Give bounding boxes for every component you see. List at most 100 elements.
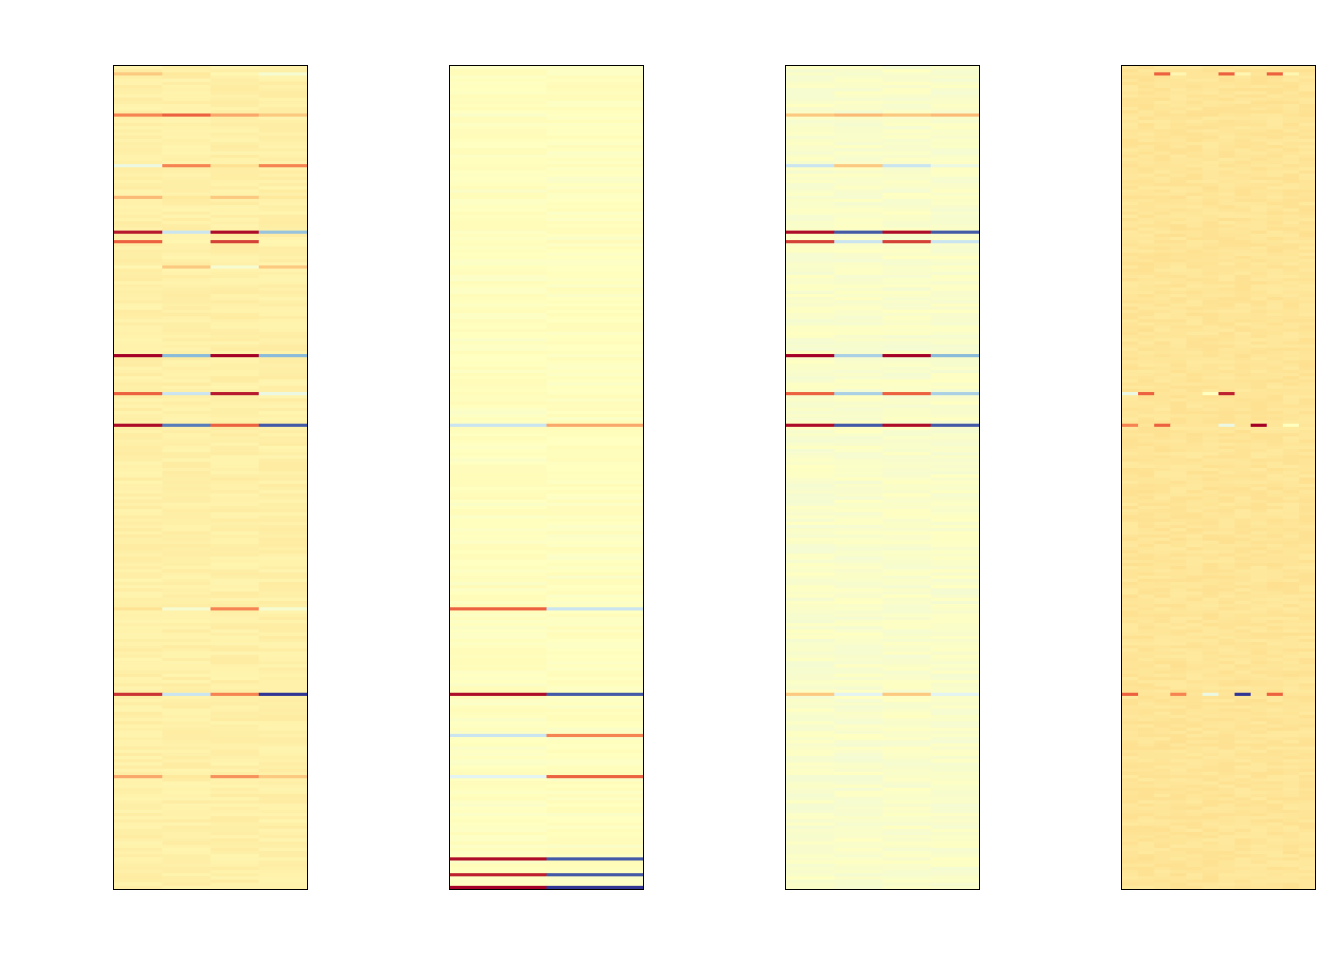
- heatmap-3-cell: [834, 461, 883, 466]
- heatmap-3-cell: [834, 683, 883, 687]
- heatmap-1-cell: [114, 657, 163, 662]
- heatmap-4-cell: [1202, 97, 1219, 102]
- heatmap-2-cell: [450, 69, 547, 73]
- heatmap-3-cell: [786, 566, 835, 570]
- heatmap-4-cell: [1186, 607, 1203, 611]
- heatmap-3-cell: [882, 271, 932, 276]
- heatmap-1-cell: [162, 309, 211, 314]
- heatmap-1-cell: [258, 132, 307, 137]
- heatmap-1-cell: [210, 733, 260, 738]
- heatmap-4-cell: [1122, 392, 1139, 396]
- heatmap-1-cell: [162, 243, 211, 247]
- heatmap-4-cell: [1298, 186, 1315, 190]
- heatmap-3-cell: [882, 543, 932, 548]
- heatmap-4-cell: [1218, 97, 1235, 102]
- heatmap-4-cell: [1138, 626, 1155, 630]
- heatmap-1-cell: [114, 414, 163, 418]
- heatmap-3-cell: [834, 297, 883, 301]
- heatmap-3-cell: [930, 373, 979, 377]
- heatmap-4-cell: [1298, 69, 1315, 73]
- heatmap-4-cell: [1234, 344, 1252, 349]
- heatmap-4-cell: [1186, 186, 1203, 190]
- heatmap-3-cell: [786, 312, 835, 317]
- heatmap-4-cell: [1186, 335, 1203, 339]
- heatmap-2-cell: [450, 626, 547, 630]
- heatmap-4-cell: [1250, 376, 1268, 380]
- heatmap-2-cell: [450, 392, 547, 396]
- heatmap-1-cell: [114, 714, 163, 719]
- heatmap-4-cell: [1218, 373, 1235, 377]
- heatmap-1-cell: [258, 664, 307, 668]
- heatmap-4-cell: [1298, 531, 1315, 535]
- heatmap-1-cell: [162, 879, 211, 884]
- heatmap-4-cell: [1234, 505, 1252, 510]
- heatmap-4-cell: [1154, 683, 1171, 687]
- heatmap-4-cell: [1202, 477, 1219, 482]
- heatmap-2-cell: [450, 642, 547, 646]
- heatmap-4-cell: [1266, 395, 1284, 399]
- heatmap-3-cell: [930, 809, 979, 814]
- heatmap-3-cell: [834, 477, 883, 482]
- heatmap-1-cell: [162, 607, 211, 611]
- heatmap-3-cell: [882, 442, 932, 447]
- heatmap-1-cell: [114, 173, 163, 178]
- heatmap-3-cell: [834, 354, 883, 358]
- heatmap-4-cell: [1122, 107, 1139, 111]
- heatmap-3-cell: [834, 597, 883, 602]
- heatmap-1-cell: [258, 835, 307, 839]
- heatmap-3-cell: [930, 585, 979, 589]
- heatmap-4-cell: [1170, 581, 1187, 586]
- heatmap-3-cell: [930, 566, 979, 570]
- heatmap-4-cell: [1282, 278, 1300, 282]
- heatmap-2-cell: [450, 477, 547, 482]
- heatmap-4-cell: [1266, 338, 1284, 342]
- heatmap-3-cell: [786, 145, 835, 149]
- heatmap-3-cell: [930, 600, 979, 605]
- heatmap-3-cell: [786, 512, 835, 516]
- heatmap-1-cell: [210, 303, 260, 307]
- heatmap-4-cell: [1122, 638, 1139, 643]
- heatmap-4-cell: [1234, 129, 1252, 133]
- heatmap-4-cell: [1266, 148, 1284, 152]
- heatmap-4-cell: [1298, 651, 1315, 656]
- heatmap-4-cell: [1218, 300, 1235, 304]
- heatmap-4-cell: [1138, 468, 1155, 472]
- heatmap-3-cell: [882, 205, 932, 209]
- heatmap-4-cell: [1138, 132, 1155, 137]
- heatmap-3-cell: [882, 208, 932, 213]
- heatmap-4-cell: [1250, 249, 1268, 254]
- heatmap-4-cell: [1138, 562, 1155, 567]
- heatmap-1-cell: [210, 281, 260, 285]
- heatmap-4-cell: [1202, 233, 1219, 238]
- heatmap-4-cell: [1202, 122, 1219, 127]
- heatmap-4-cell: [1234, 490, 1252, 494]
- heatmap-4-cell: [1234, 657, 1252, 662]
- heatmap-1-cell: [258, 667, 307, 671]
- heatmap-2-cell: [546, 623, 643, 627]
- heatmap-4-cell: [1170, 553, 1187, 558]
- heatmap-4-cell: [1170, 306, 1187, 311]
- heatmap-4-cell: [1170, 157, 1187, 162]
- heatmap-1-cell: [210, 702, 260, 706]
- heatmap-1-cell: [162, 803, 211, 808]
- heatmap-1-cell: [162, 366, 211, 371]
- heatmap-2-cell: [450, 278, 547, 282]
- heatmap-4-cell: [1138, 198, 1155, 203]
- heatmap-1-cell: [258, 281, 307, 285]
- heatmap-4-cell: [1186, 268, 1203, 273]
- heatmap-1-cell: [114, 588, 163, 592]
- heatmap-4-cell: [1186, 255, 1203, 260]
- heatmap-4-cell: [1170, 578, 1187, 583]
- heatmap-2-cell: [450, 746, 547, 751]
- heatmap-1-cell: [258, 107, 307, 111]
- heatmap-1-cell: [210, 740, 260, 744]
- heatmap-4-cell: [1218, 616, 1235, 621]
- heatmap-4-cell: [1186, 281, 1203, 285]
- heatmap-4-cell: [1186, 430, 1203, 434]
- heatmap-4-cell: [1234, 404, 1252, 409]
- heatmap-4-cell: [1266, 91, 1284, 95]
- heatmap-3-cell: [882, 559, 932, 564]
- heatmap-3-cell: [930, 619, 979, 624]
- heatmap-4-cell: [1250, 673, 1268, 678]
- heatmap-3-cell: [882, 737, 932, 741]
